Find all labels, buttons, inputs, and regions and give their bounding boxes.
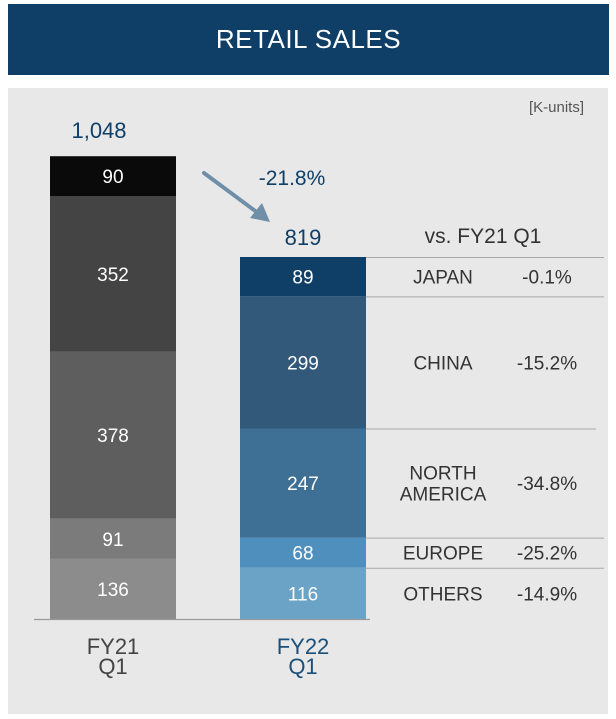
bar-segment [240,428,366,538]
region-change: -34.8% [517,474,577,495]
change-arrow-shaft [202,171,264,218]
bar-segment [50,156,176,197]
bar-segment [50,196,176,352]
bar-segment [50,351,176,519]
segment-label: 91 [102,530,123,551]
segment-label: 247 [287,474,319,495]
category-label: FY21 Q1 [87,634,140,679]
comparison-header: vs. FY21 Q1 [425,225,542,248]
segment-label: 89 [292,268,313,289]
region-label: CHINA [413,353,472,374]
segment-label: 352 [97,265,129,286]
bar-total: 1,048 [71,118,126,143]
bar-segment [240,257,366,297]
region-label: JAPAN [413,268,473,289]
bar-segment [240,296,366,429]
change-arrow-head [250,203,270,222]
region-change: -14.9% [517,584,577,605]
region-change: -25.2% [517,544,577,565]
bar-total: 819 [285,225,322,250]
category-label: FY22 Q1 [277,634,330,679]
region-change: -0.1% [522,268,572,289]
segment-label: 299 [287,353,319,374]
unit-label: [K-units] [529,99,584,116]
region-change: -15.2% [517,353,577,374]
change-label: -21.8% [259,167,326,190]
overlay-layer: [K-units] 1,048 FY21 Q1 819 FY22 Q1 OTHERS -14.9… [34,99,604,679]
segment-label: 136 [97,580,129,601]
segment-label: 68 [292,544,313,565]
bar-segment [50,558,176,619]
page-title: RETAIL SALES [215,24,402,54]
segment-label: 90 [102,167,123,188]
bar-segment [50,518,176,559]
segment-label: 378 [97,426,129,447]
title-banner: RETAIL SALES [8,4,609,75]
bar-segment [240,537,366,568]
region-label: EUROPE [403,544,483,565]
segment-label: 116 [288,584,318,605]
region-label: OTHERS [403,584,482,605]
bar-segment [240,567,366,619]
bars-layer: 136 91 378 352 90 116 68 247 299 89 [50,156,366,619]
region-label: NORTH AMERICA [400,464,487,506]
